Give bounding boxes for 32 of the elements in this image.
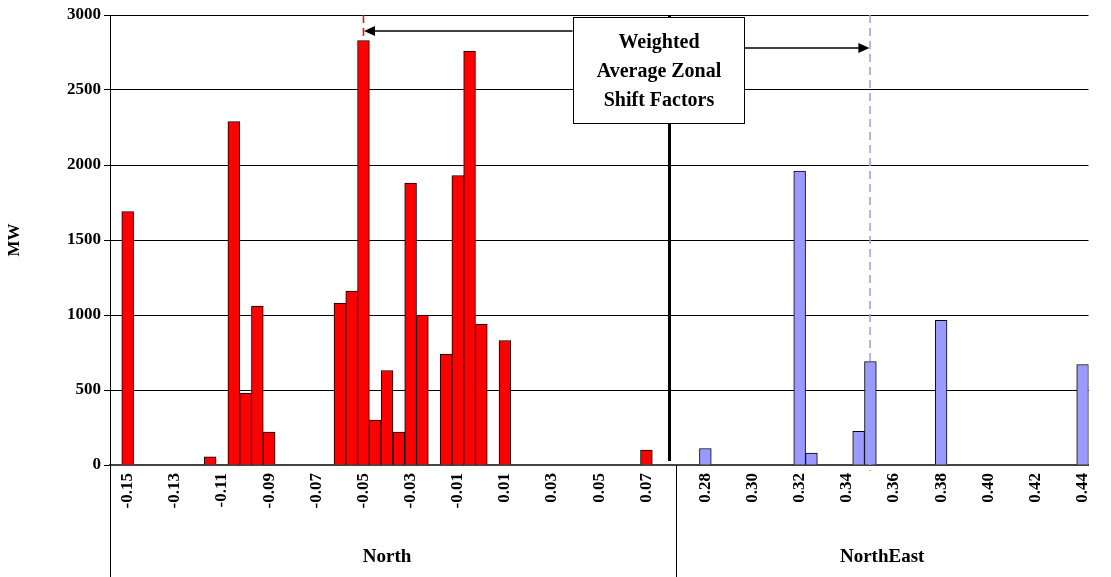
x-tick-label: 0.07 <box>635 472 655 503</box>
y-tick-label: 500 <box>75 379 101 399</box>
x-tick-label: 0.30 <box>741 473 761 503</box>
x-tick-label: -0.05 <box>352 473 372 509</box>
y-axis-title: MW <box>3 223 23 257</box>
y-tick-label: 1000 <box>67 304 101 324</box>
annotation: Weighted Average Zonal Shift Factors <box>573 17 745 124</box>
x-tick-label: 0.03 <box>541 473 561 503</box>
x-tick-label: -0.03 <box>400 473 420 509</box>
y-tick-label: 1500 <box>67 229 101 249</box>
y-tick-label: 3000 <box>67 4 101 24</box>
x-tick-label: 0.28 <box>694 473 714 503</box>
y-tick-label: 0 <box>92 454 101 474</box>
text: North <box>361 545 413 567</box>
x-tick-label: -0.01 <box>447 473 467 509</box>
x-tick-label: 0.01 <box>494 473 514 503</box>
x-tick-label: -0.07 <box>305 472 325 509</box>
y-tick-label: 2500 <box>67 79 101 99</box>
x-tick-label: 0.42 <box>1024 473 1044 503</box>
x-tick-label: 0.32 <box>789 473 809 503</box>
x-tick-label: -0.15 <box>117 473 137 509</box>
x-tick-label: 0.38 <box>930 473 950 503</box>
x-tick-label: -0.13 <box>164 473 184 509</box>
text: NorthEast <box>838 545 926 567</box>
x-tick-label: 0.44 <box>1071 472 1091 503</box>
x-tick-label: 0.40 <box>977 473 997 503</box>
x-tick-label: 0.05 <box>588 473 608 503</box>
y-tick-label: 2000 <box>67 154 101 174</box>
x-tick-label: -0.09 <box>258 473 278 509</box>
x-tick-label: -0.11 <box>211 473 231 508</box>
x-tick-label: 0.34 <box>836 472 856 503</box>
x-tick-label: 0.36 <box>883 473 903 503</box>
